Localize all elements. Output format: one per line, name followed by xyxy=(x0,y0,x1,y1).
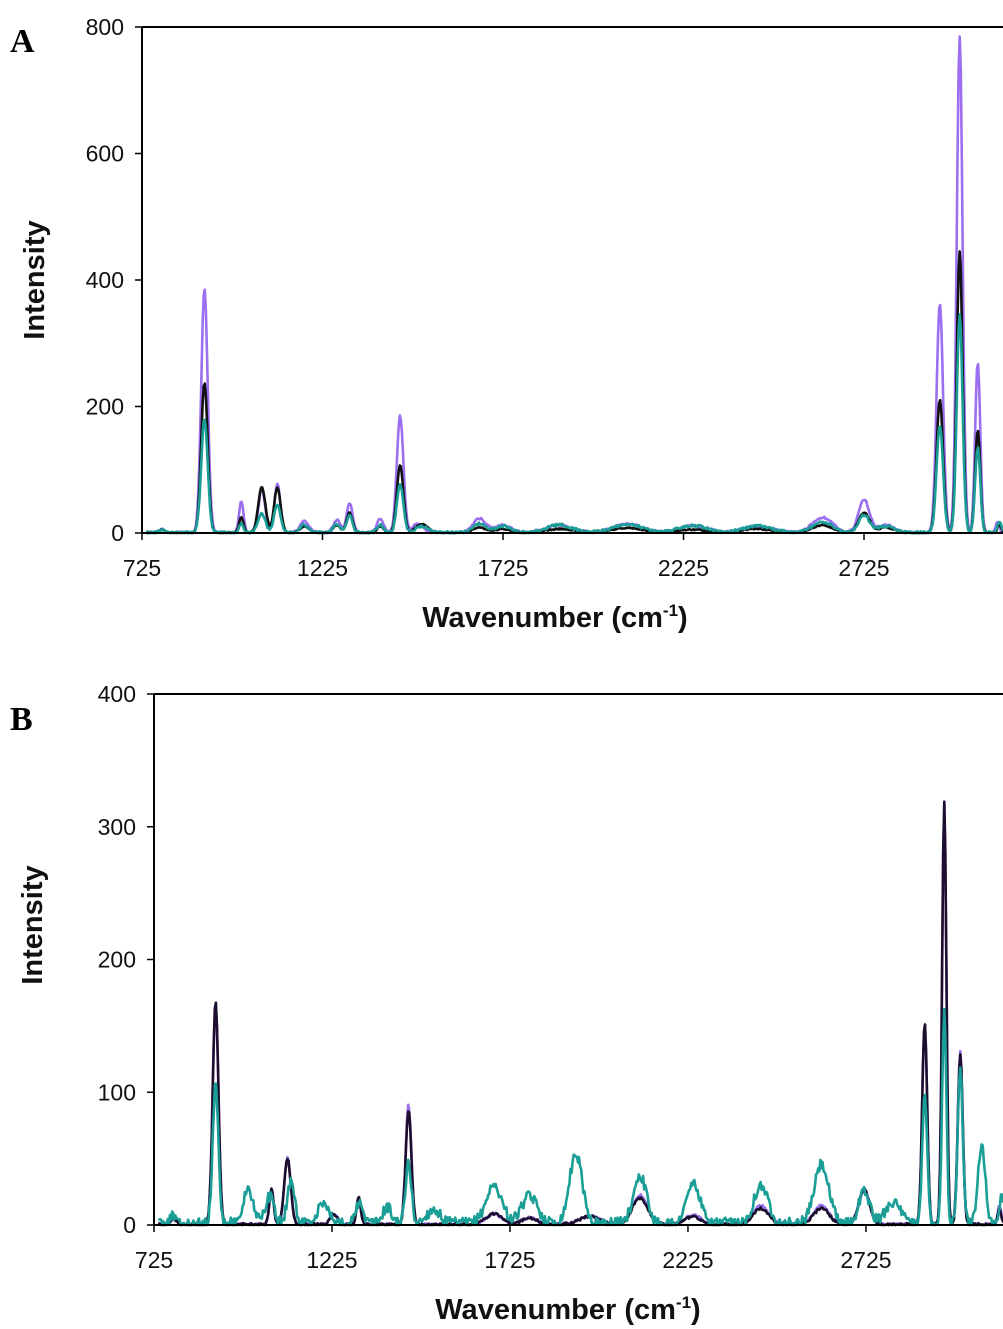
panel-b-ticks: 725 1225 1725 2225 2725 0 100 200 300 400 xyxy=(98,681,892,1273)
panel-a-series-3-line xyxy=(146,313,1003,535)
panel-a-x-tick-label: 2225 xyxy=(658,555,709,581)
panel-b-series xyxy=(158,800,1003,1227)
panel-b-x-tick-label: 2225 xyxy=(662,1247,713,1273)
panel-a-y-tick-label: 0 xyxy=(111,520,124,546)
panel-a-y-tick-label: 400 xyxy=(86,267,124,293)
panel-b-y-tick-label: 400 xyxy=(98,681,136,707)
panel-a-ticks: 725 1225 1725 2225 2725 0 200 400 600 800 xyxy=(86,14,890,581)
panel-a-x-axis-title-sup: -1 xyxy=(663,601,678,620)
panel-b-x-tick-label: 725 xyxy=(135,1247,173,1273)
panel-b-y-tick-label: 200 xyxy=(98,947,136,973)
panel-a-x-tick-label: 725 xyxy=(123,555,161,581)
panel-a-letter: A xyxy=(10,23,35,60)
panel-a-y-tick-label: 200 xyxy=(86,394,124,420)
panel-a-y-axis-title: Intensity xyxy=(19,220,51,339)
panel-b-y-axis-title: Intensity xyxy=(17,865,49,984)
panel-a-series xyxy=(146,35,1003,535)
panel-b-x-tick-label: 1725 xyxy=(484,1247,535,1273)
panel-b-x-axis-title: Wavenumber (cm-1) xyxy=(435,1293,700,1326)
panel-b-x-axis-title-sup: -1 xyxy=(676,1293,691,1312)
panel-b-y-tick-label: 0 xyxy=(123,1212,136,1238)
panel-b-x-axis-title-close: ) xyxy=(691,1294,701,1326)
panel-a-x-tick-label: 2725 xyxy=(838,555,889,581)
panel-a-x-tick-label: 1225 xyxy=(297,555,348,581)
panel-b-x-axis-title-main: Wavenumber (cm xyxy=(435,1294,676,1326)
panel-b-x-tick-label: 1225 xyxy=(306,1247,357,1273)
panel-a-series-1-line xyxy=(146,35,1003,535)
panel-a-x-axis-title-main: Wavenumber (cm xyxy=(422,602,663,634)
panel-a-x-axis-title: Wavenumber (cm-1) xyxy=(422,601,687,634)
panel-b-series-3-line xyxy=(158,1007,1003,1227)
panel-b-y-tick-label: 300 xyxy=(98,814,136,840)
panel-a-series-2-line xyxy=(146,250,1003,535)
panel-b-letter: B xyxy=(10,701,33,738)
panel-a: A 725 1225 1725 2225 2725 0 200 400 600 800 Inten… xyxy=(10,14,1003,634)
panel-b-y-tick-label: 100 xyxy=(98,1079,136,1105)
panel-a-y-tick-label: 800 xyxy=(86,14,124,40)
panel-b-series-2-line xyxy=(158,800,1003,1227)
panel-a-x-axis-title-close: ) xyxy=(678,602,688,634)
panel-b: B 725 1225 1725 2225 2725 0 100 200 300 400 Inten… xyxy=(10,681,1003,1326)
panel-a-x-tick-label: 1725 xyxy=(477,555,528,581)
panel-a-y-tick-label: 600 xyxy=(86,141,124,167)
panel-b-x-tick-label: 2725 xyxy=(840,1247,891,1273)
